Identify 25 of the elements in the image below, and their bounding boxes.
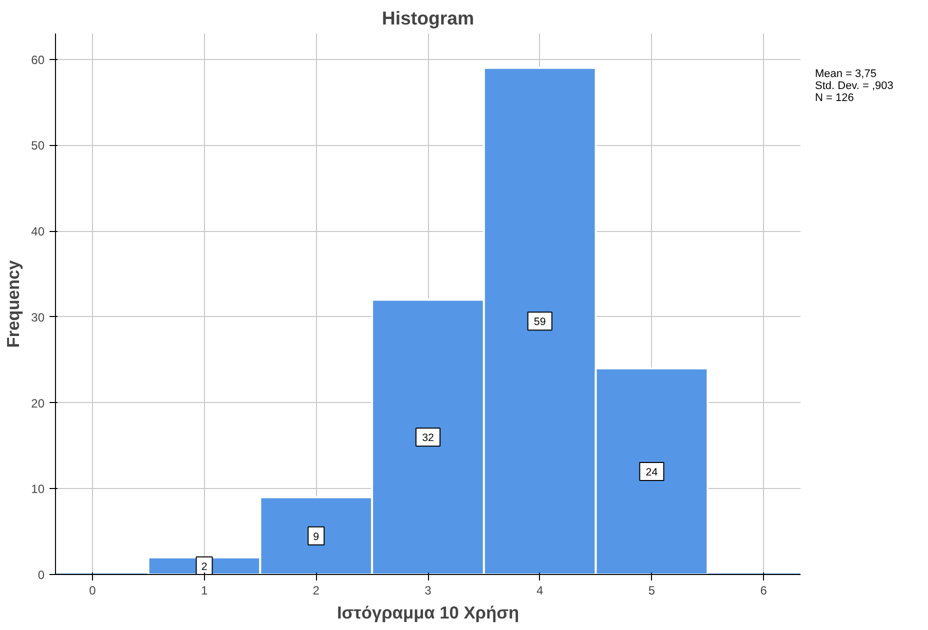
x-tick-label: 0 — [89, 584, 96, 598]
y-tick-label: 20 — [31, 396, 45, 410]
text: N = 126 — [815, 92, 854, 104]
chart-title: Histogram — [382, 8, 474, 28]
x-tick-label: 4 — [536, 584, 544, 598]
text: Mean = 3,75 — [815, 68, 876, 80]
data-label: 24 — [646, 466, 658, 478]
x-tick-label: 1 — [200, 584, 208, 598]
y-tick-label: 10 — [31, 482, 45, 496]
x-tick-label: 6 — [760, 584, 768, 598]
data-label: 9 — [313, 530, 320, 543]
y-tick-label: 0 — [38, 568, 45, 582]
y-axis-title: Frequency — [3, 260, 24, 348]
x-tick-label: 2 — [312, 584, 320, 598]
y-tick-label: 60 — [31, 52, 45, 67]
y-tick-label: 40 — [31, 224, 45, 239]
data-label: 59 — [534, 316, 546, 328]
text: Std. Dev. = ,903 — [815, 80, 894, 92]
y-tick-label: 30 — [31, 310, 45, 324]
data-label: 32 — [422, 432, 434, 444]
x-axis-title: Ιστόγραμμα 10 Χρήση — [336, 602, 520, 622]
x-tick-label: 3 — [424, 584, 432, 598]
x-tick-label: 5 — [648, 584, 656, 598]
y-tick-label: 50 — [31, 138, 45, 153]
data-label: 2 — [201, 560, 208, 573]
